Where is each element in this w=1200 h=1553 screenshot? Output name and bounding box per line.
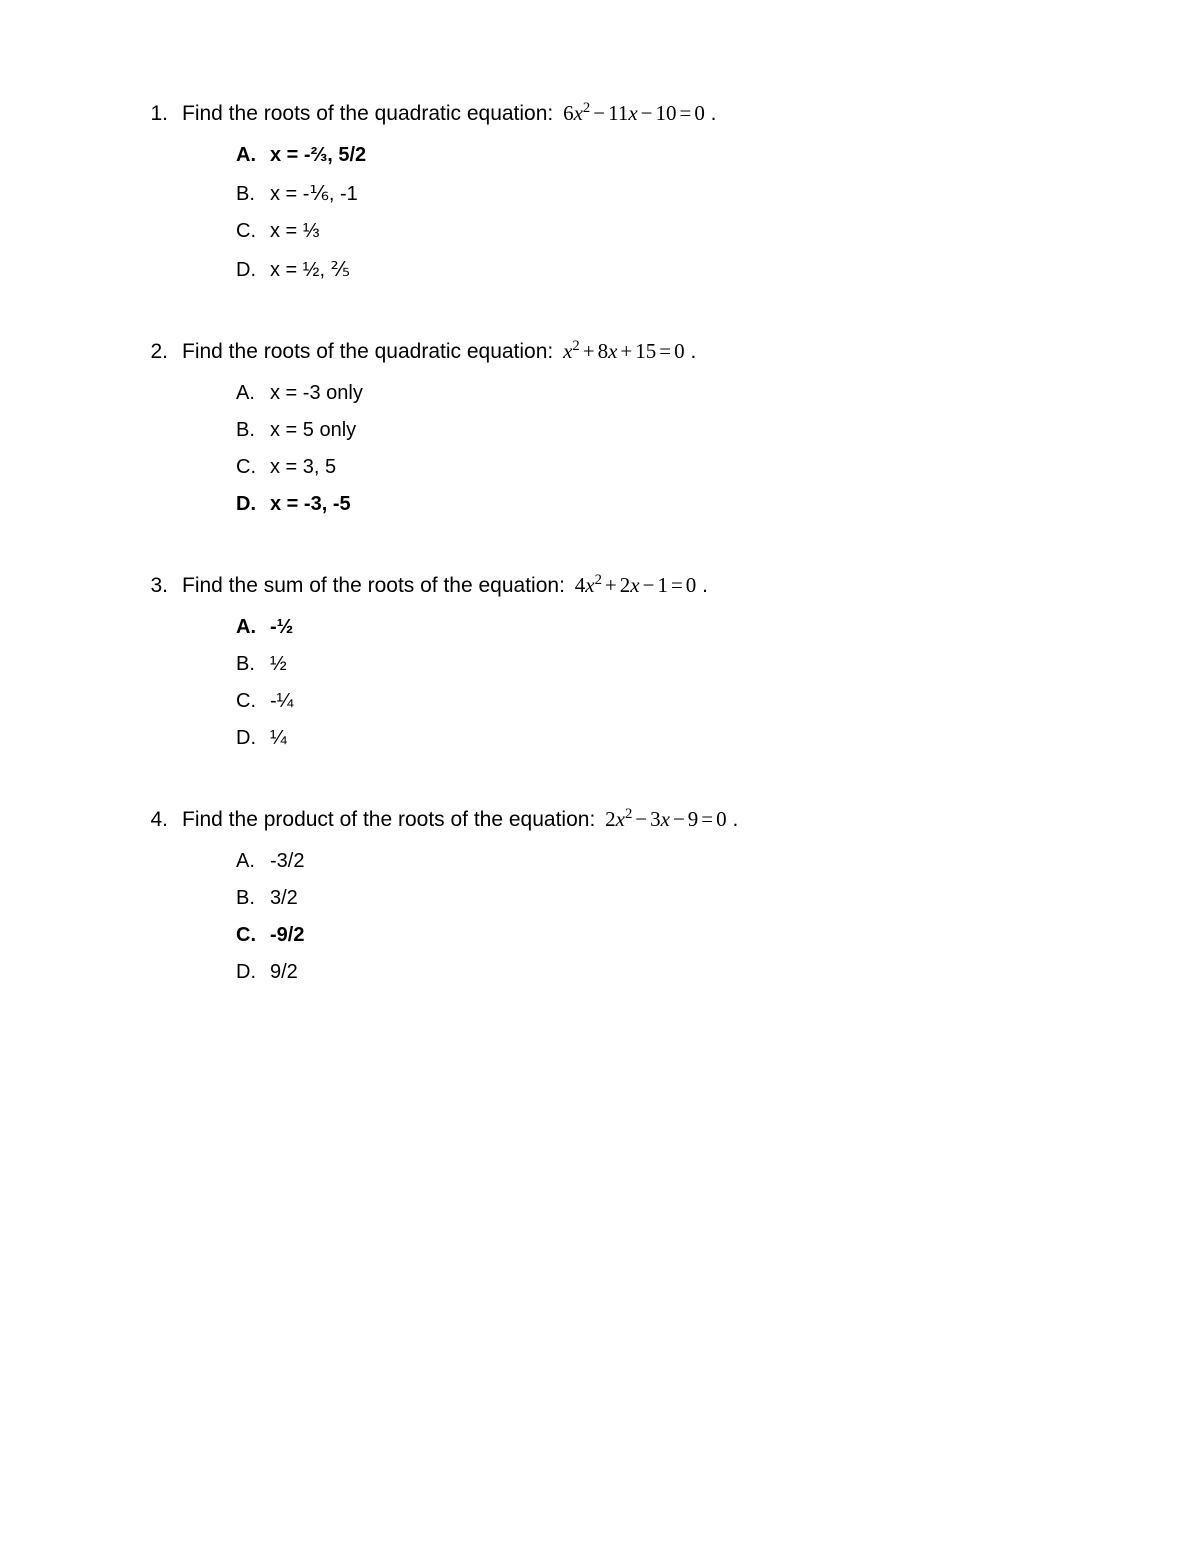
option-text: x = ½, ⅖ [270,257,350,282]
options-list: A.-½B.½C.-¼D.¼ [236,616,1050,750]
option: D.x = -3, -5 [236,493,1050,516]
options-list: A.x = -3 onlyB.x = 5 onlyC.x = 3, 5D.x =… [236,382,1050,516]
option-text: x = 3, 5 [270,456,336,479]
option-letter: D. [236,493,266,516]
question-number: 4. [150,808,182,832]
equation: 6x2−11x−10=0 [563,101,705,125]
option: B.½ [236,653,1050,676]
option: C.-¼ [236,690,1050,713]
option: D.¼ [236,727,1050,750]
option-letter: A. [236,850,266,873]
option-letter: C. [236,924,266,947]
question-content: Find the sum of the roots of the equatio… [182,572,708,598]
option-letter: B. [236,887,266,910]
question: 2.Find the roots of the quadratic equati… [150,338,1050,516]
option-letter: D. [236,961,266,984]
question-period: . [727,808,739,831]
option-text: 3/2 [270,887,298,910]
option: A.-½ [236,616,1050,639]
option-text: -3/2 [270,850,304,873]
option-letter: C. [236,456,266,479]
option: C.x = 3, 5 [236,456,1050,479]
option: C.-9/2 [236,924,1050,947]
option-text: x = -3, -5 [270,493,351,516]
question-number: 1. [150,102,182,126]
option-letter: C. [236,220,266,243]
option-text: x = 5 only [270,419,356,442]
question: 1.Find the roots of the quadratic equati… [150,100,1050,282]
option-letter: B. [236,419,266,442]
option-letter: A. [236,144,266,167]
option-text: -½ [270,616,293,639]
question-prompt: Find the roots of the quadratic equation… [182,102,559,125]
option-text: 9/2 [270,961,298,984]
question-number: 2. [150,340,182,364]
question-content: Find the roots of the quadratic equation… [182,100,717,126]
option: B.x = -⅙, -1 [236,181,1050,206]
question-line: 1.Find the roots of the quadratic equati… [150,100,1050,126]
option: C.x = ⅓ [236,220,1050,243]
question-content: Find the product of the roots of the equ… [182,806,738,832]
equation: 2x2−3x−9=0 [605,807,727,831]
option: B.x = 5 only [236,419,1050,442]
question-prompt: Find the product of the roots of the equ… [182,808,601,831]
option: A.x = -⅔, 5/2 [236,144,1050,167]
option-letter: C. [236,690,266,713]
option-text: -9/2 [270,924,304,947]
question-line: 3.Find the sum of the roots of the equat… [150,572,1050,598]
option-letter: D. [236,259,266,282]
option-text: ½ [270,653,287,676]
question-period: . [685,340,697,363]
question: 3.Find the sum of the roots of the equat… [150,572,1050,750]
question-line: 4.Find the product of the roots of the e… [150,806,1050,832]
option: A.x = -3 only [236,382,1050,405]
question-number: 3. [150,574,182,598]
question-line: 2.Find the roots of the quadratic equati… [150,338,1050,364]
option-letter: A. [236,382,266,405]
option-text: x = -3 only [270,382,363,405]
options-list: A.x = -⅔, 5/2B.x = -⅙, -1C.x = ⅓D.x = ½,… [236,144,1050,282]
question-prompt: Find the sum of the roots of the equatio… [182,574,571,597]
equation: 4x2+2x−1=0 [575,573,697,597]
option-letter: D. [236,727,266,750]
option-text: -¼ [270,690,293,713]
option-letter: B. [236,183,266,206]
option: D.9/2 [236,961,1050,984]
question-period: . [705,102,717,125]
equation: x2+8x+15=0 [563,339,685,363]
question-prompt: Find the roots of the quadratic equation… [182,340,559,363]
option-text: x = -⅙, -1 [270,181,358,206]
options-list: A.-3/2B.3/2C.-9/2D.9/2 [236,850,1050,984]
question-period: . [696,574,708,597]
option: B.3/2 [236,887,1050,910]
question-content: Find the roots of the quadratic equation… [182,338,696,364]
option-text: x = ⅓ [270,220,319,243]
option: D.x = ½, ⅖ [236,257,1050,282]
option-text: ¼ [270,727,287,750]
option-letter: B. [236,653,266,676]
option-letter: A. [236,616,266,639]
question: 4.Find the product of the roots of the e… [150,806,1050,984]
option-text: x = -⅔, 5/2 [270,144,366,167]
question-list: 1.Find the roots of the quadratic equati… [150,100,1050,984]
option: A.-3/2 [236,850,1050,873]
